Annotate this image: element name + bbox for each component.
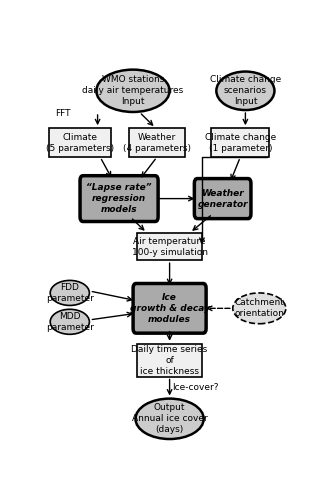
Text: Weather
(4 parameters): Weather (4 parameters) — [123, 132, 191, 153]
Text: Ice
growth & decay
modules: Ice growth & decay modules — [130, 292, 210, 324]
Text: Ice-cover?: Ice-cover? — [172, 383, 219, 392]
Text: Daily time series
of
ice thickness: Daily time series of ice thickness — [131, 344, 208, 376]
FancyBboxPatch shape — [211, 128, 269, 157]
Ellipse shape — [50, 280, 89, 305]
Text: FDD
parameter: FDD parameter — [46, 283, 94, 303]
Text: Catchment
orientation: Catchment orientation — [234, 298, 284, 318]
Ellipse shape — [216, 72, 274, 110]
FancyBboxPatch shape — [49, 128, 111, 157]
Text: Climate
(5 parameters): Climate (5 parameters) — [46, 132, 114, 153]
Text: WMO stations
daily air temperatures
Input: WMO stations daily air temperatures Inpu… — [82, 75, 184, 106]
Text: Climate change
(1 parameter): Climate change (1 parameter) — [205, 132, 276, 153]
Text: Weather
generator: Weather generator — [197, 188, 248, 208]
Ellipse shape — [136, 398, 204, 439]
Text: Output
Annual ice cover
(days): Output Annual ice cover (days) — [132, 403, 207, 434]
Ellipse shape — [50, 310, 89, 334]
FancyBboxPatch shape — [137, 344, 202, 376]
Text: FFT: FFT — [55, 108, 70, 118]
Ellipse shape — [96, 70, 170, 112]
FancyBboxPatch shape — [133, 284, 206, 333]
FancyBboxPatch shape — [194, 178, 251, 218]
FancyBboxPatch shape — [80, 176, 158, 222]
Text: “Lapse rate”
regression
models: “Lapse rate” regression models — [86, 183, 152, 214]
Text: MDD
parameter: MDD parameter — [46, 312, 94, 332]
FancyBboxPatch shape — [137, 233, 202, 260]
Ellipse shape — [233, 293, 286, 324]
Text: Climate change
scenarios
Input: Climate change scenarios Input — [210, 75, 281, 106]
Text: Air temperature
100-y simulation: Air temperature 100-y simulation — [132, 236, 208, 257]
FancyBboxPatch shape — [129, 128, 185, 157]
